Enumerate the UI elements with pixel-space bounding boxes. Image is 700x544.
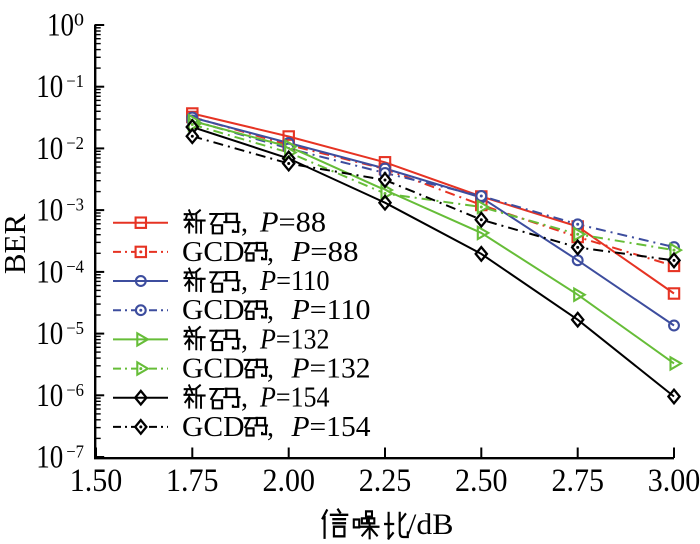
svg-text:10: 10 [47, 8, 74, 44]
svg-text:P=88: P=88 [259, 208, 326, 239]
svg-text:10: 10 [36, 440, 63, 476]
svg-text:−2: −2 [66, 133, 84, 153]
svg-text:−7: −7 [66, 442, 84, 462]
svg-text:P=132: P=132 [290, 354, 370, 385]
svg-text:,: , [267, 295, 274, 326]
svg-text:P=110: P=110 [259, 266, 329, 297]
svg-text:10: 10 [36, 193, 63, 229]
svg-text:P=154: P=154 [290, 412, 370, 443]
svg-text:−1: −1 [66, 71, 84, 91]
svg-text:GCD: GCD [182, 412, 245, 443]
svg-text:,: , [241, 208, 248, 239]
svg-text:,: , [241, 324, 248, 355]
svg-text:P=110: P=110 [290, 295, 370, 326]
svg-text:10: 10 [36, 378, 63, 414]
svg-text:10: 10 [36, 131, 63, 167]
svg-text:BER: BER [0, 214, 32, 275]
svg-text:P=154: P=154 [259, 383, 329, 414]
svg-text:10: 10 [36, 254, 63, 290]
svg-text:GCD: GCD [182, 354, 245, 385]
svg-text:,: , [241, 266, 248, 297]
svg-text:−6: −6 [66, 380, 84, 400]
svg-text:,: , [267, 237, 274, 268]
svg-text:2.25: 2.25 [359, 463, 412, 499]
svg-text:1.75: 1.75 [166, 463, 219, 499]
svg-text:GCD: GCD [182, 237, 245, 268]
svg-text:,: , [267, 412, 274, 443]
svg-text:1.50: 1.50 [70, 463, 123, 499]
svg-text:10: 10 [36, 69, 63, 105]
svg-text:,: , [241, 383, 248, 414]
svg-text:3.00: 3.00 [648, 463, 700, 499]
svg-text:−4: −4 [66, 256, 84, 276]
svg-text:/dB: /dB [408, 508, 454, 541]
svg-text:−5: −5 [66, 318, 84, 338]
svg-text:P=88: P=88 [290, 237, 358, 268]
svg-text:GCD: GCD [182, 295, 245, 326]
svg-text:0: 0 [74, 10, 84, 30]
svg-text:10: 10 [36, 316, 63, 352]
svg-text:P=132: P=132 [259, 324, 329, 355]
svg-text:2.00: 2.00 [262, 463, 315, 499]
svg-text:,: , [267, 354, 274, 385]
svg-text:2.75: 2.75 [551, 463, 604, 499]
svg-text:−3: −3 [66, 195, 84, 215]
svg-text:2.50: 2.50 [455, 463, 508, 499]
